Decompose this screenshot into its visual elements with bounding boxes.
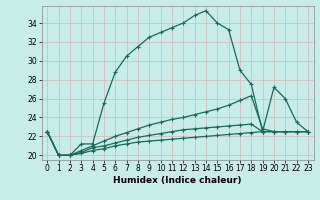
X-axis label: Humidex (Indice chaleur): Humidex (Indice chaleur) — [113, 176, 242, 185]
